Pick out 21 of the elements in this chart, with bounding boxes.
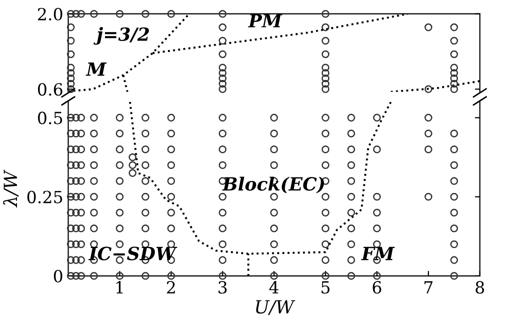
- x-tick-label: 3: [218, 281, 227, 294]
- y-tick-label: 0: [54, 270, 62, 282]
- annotation: FM: [361, 246, 395, 260]
- annotation: M: [86, 62, 107, 76]
- x-axis-title: U/W: [256, 300, 296, 316]
- x-tick-label: 4: [269, 281, 279, 294]
- x-tick-label: 7: [424, 281, 432, 294]
- x-tick-label: 6: [372, 281, 382, 294]
- y-tick-label: 2.0: [38, 8, 62, 20]
- annotation: IC−SDW: [88, 246, 178, 260]
- x-tick-label: 5: [322, 281, 330, 294]
- y-tick-label: 0.5: [38, 112, 62, 124]
- x-tick-label: 8: [476, 281, 484, 294]
- annotation: j=3/2: [94, 27, 149, 45]
- annotation: PM: [248, 14, 282, 28]
- y-tick-label: 0.25: [27, 190, 62, 204]
- annotation: Block(EC): [222, 176, 324, 194]
- x-tick-label: 2: [166, 281, 175, 294]
- y-axis-title: λ/W: [3, 170, 19, 208]
- y-tick-label: 0.6: [38, 83, 62, 96]
- x-tick-label: 1: [116, 281, 123, 294]
